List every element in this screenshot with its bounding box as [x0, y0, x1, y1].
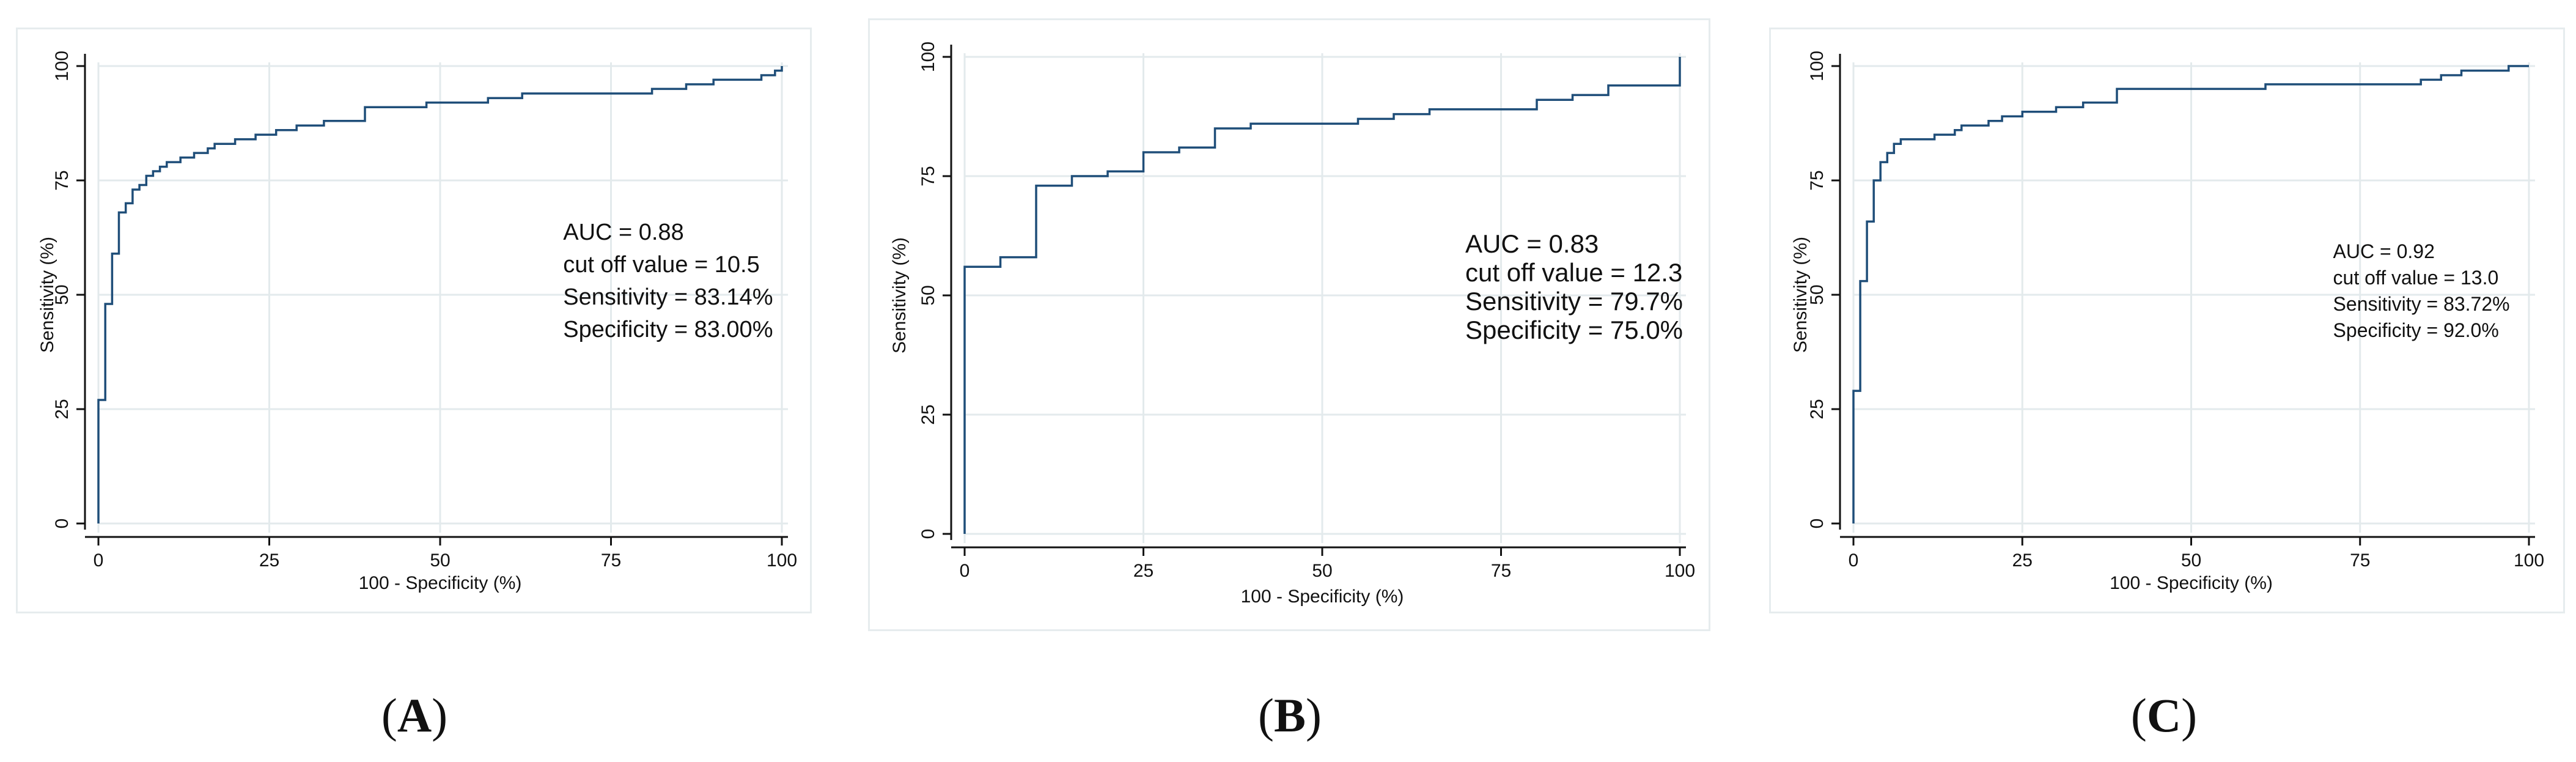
panel-label-b: (B): [1258, 689, 1322, 742]
y-tick-label-1: 25: [52, 399, 72, 419]
x-tick-label-1: 25: [1133, 561, 1154, 581]
panel-label-a: (A): [381, 689, 448, 742]
y-tick-label-0: 0: [918, 529, 938, 539]
chart-panel-b: 0 25 50 75 100 0 25 50 75 100 100 - Specificity (%…: [868, 18, 1710, 631]
x-tick-label-3: 75: [601, 550, 621, 571]
y-tick-label-4: 100: [52, 51, 72, 81]
y-tick-label-3: 75: [918, 166, 938, 186]
x-tick-label-3: 75: [1491, 561, 1511, 581]
x-tick-label-4: 100: [767, 550, 797, 571]
annotation-line-2: Sensitivity = 83.14%: [563, 284, 773, 310]
x-tick-label-2: 50: [430, 550, 450, 571]
x-tick-label-1: 25: [2012, 550, 2033, 571]
annotation-line-0: AUC = 0.88: [563, 220, 684, 245]
y-tick-label-4: 100: [918, 42, 938, 72]
annotation-line-2: Sensitivity = 79.7%: [1465, 287, 1683, 316]
annotation-line-1: cut off value = 13.0: [2333, 267, 2499, 289]
y-tick-label-3: 75: [1807, 170, 1827, 190]
x-tick-label-0: 0: [960, 561, 970, 581]
panel-label-c: (C): [2130, 689, 2198, 742]
y-tick-label-0: 0: [52, 519, 72, 529]
annotation-line-0: AUC = 0.92: [2333, 240, 2435, 262]
x-axis-title: 100 - Specificity (%): [1241, 586, 1404, 607]
annotation-line-3: Specificity = 75.0%: [1465, 316, 1683, 344]
roc-curve: [97, 66, 783, 523]
y-tick-label-0: 0: [1807, 519, 1827, 529]
annotation-line-2: Sensitivity = 83.72%: [2333, 293, 2510, 315]
annotation-line-3: Specificity = 92.0%: [2333, 319, 2499, 341]
roc-chart-b: 0 25 50 75 100 0 25 50 75 100 100 - Specificity (%…: [889, 42, 1695, 607]
y-tick-label-1: 25: [918, 404, 938, 424]
x-axis-title: 100 - Specificity (%): [359, 573, 522, 593]
y-tick-label-3: 75: [52, 170, 72, 190]
roc-curve: [963, 57, 1681, 534]
y-tick-label-2: 50: [918, 285, 938, 305]
y-tick-label-4: 100: [1807, 51, 1827, 81]
y-tick-label-2: 50: [1807, 284, 1827, 305]
annotation-line-1: cut off value = 12.3: [1465, 258, 1682, 287]
annotation-line-3: Specificity = 83.00%: [563, 317, 773, 342]
x-tick-label-0: 0: [94, 550, 104, 571]
x-tick-label-2: 50: [2181, 550, 2201, 571]
x-tick-label-1: 25: [259, 550, 279, 571]
chart-panel-c: 0 25 50 75 100 0 25 50 75 100 100 - Specificity (%…: [1769, 28, 2565, 613]
y-axis-title: Sensitivity (%): [889, 237, 910, 353]
y-axis-title: Sensitivity (%): [1790, 237, 1811, 353]
roc-chart-a: 0 25 50 75 100 0 25 50 75 100 100 - Specificity (%…: [37, 51, 797, 593]
y-axis-title: Sensitivity (%): [37, 237, 57, 353]
y-tick-label-2: 50: [52, 284, 72, 305]
y-tick-label-1: 25: [1807, 399, 1827, 419]
x-axis-title: 100 - Specificity (%): [2110, 573, 2273, 593]
x-tick-label-0: 0: [1849, 550, 1859, 571]
annotation-line-0: AUC = 0.83: [1465, 229, 1599, 258]
roc-chart-c: 0 25 50 75 100 0 25 50 75 100 100 - Specificity (%…: [1790, 51, 2544, 593]
chart-panel-a: 0 25 50 75 100 0 25 50 75 100 100 - Specificity (%…: [16, 28, 812, 613]
x-tick-label-3: 75: [2350, 550, 2370, 571]
x-tick-label-4: 100: [2514, 550, 2544, 571]
roc-curve: [1852, 65, 2529, 523]
x-tick-label-2: 50: [1312, 561, 1332, 581]
annotation-line-1: cut off value = 10.5: [563, 252, 759, 278]
x-tick-label-4: 100: [1665, 561, 1695, 581]
